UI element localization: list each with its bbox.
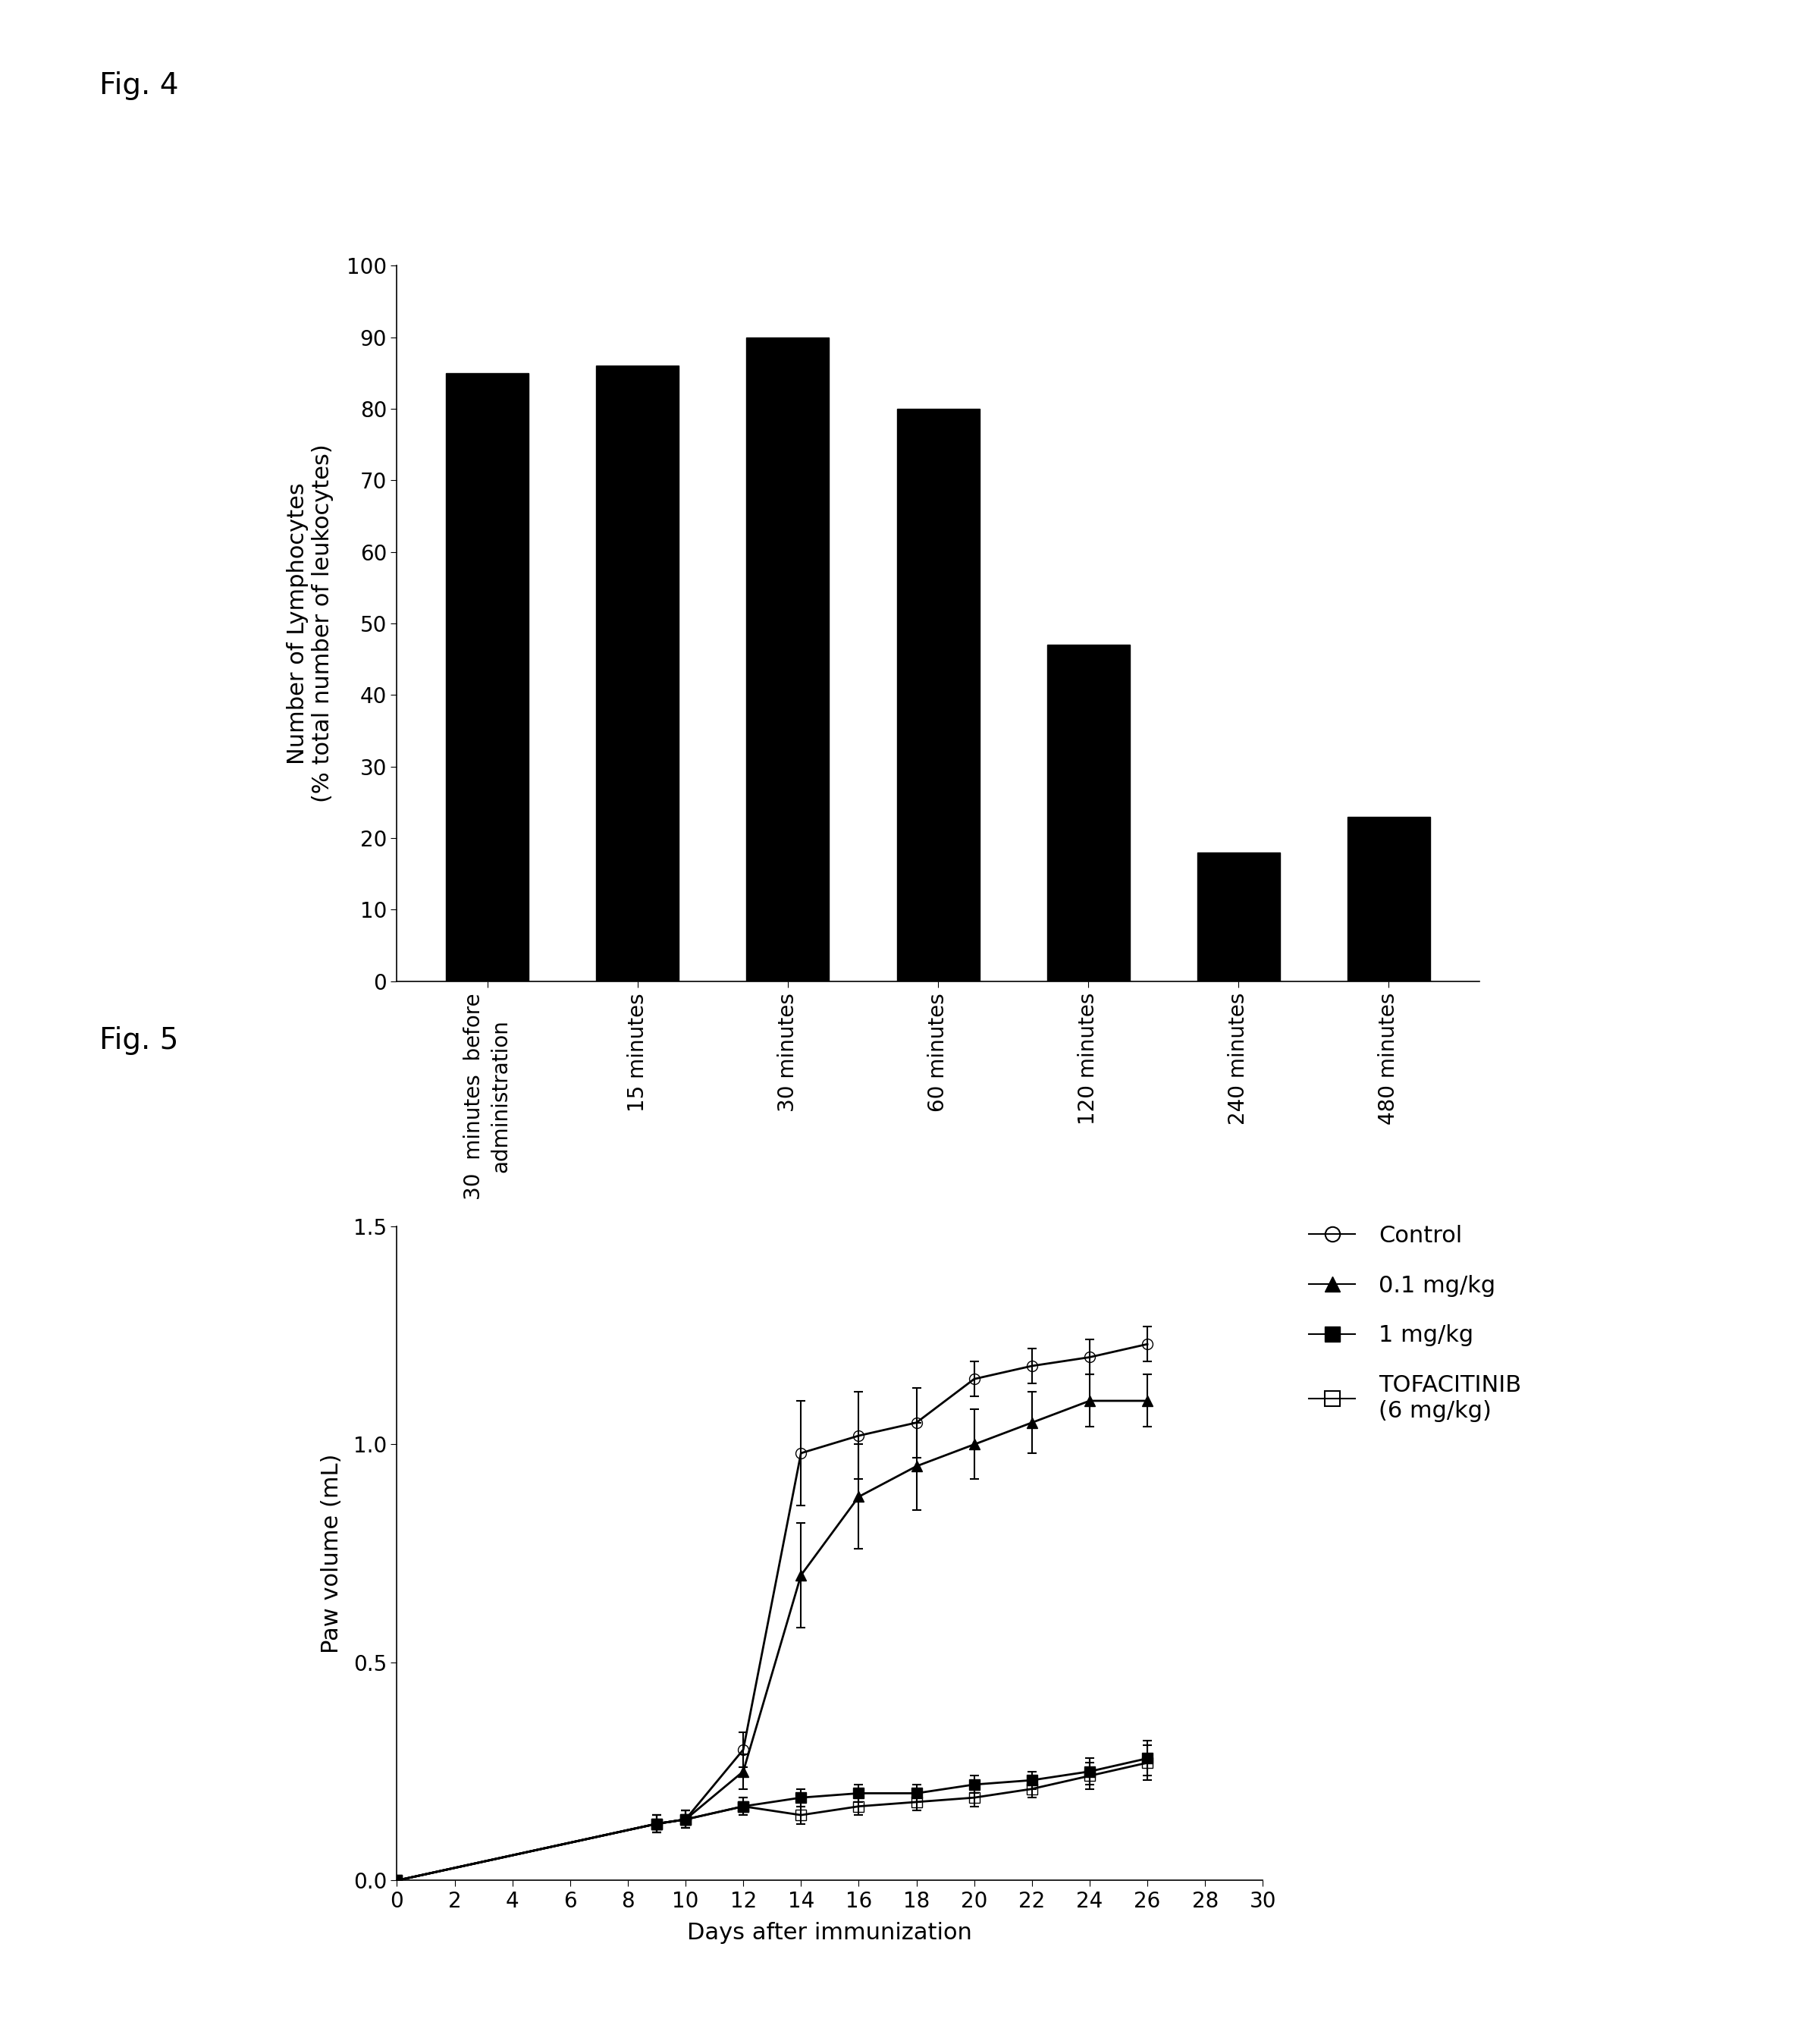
Y-axis label: Paw volume (mL): Paw volume (mL): [321, 1453, 343, 1654]
Legend: Control, 0.1 mg/kg, 1 mg/kg, TOFACITINIB
(6 mg/kg): Control, 0.1 mg/kg, 1 mg/kg, TOFACITINIB…: [1310, 1224, 1521, 1423]
Bar: [747, 337, 830, 981]
X-axis label: Days after immunization: Days after immunization: [687, 1921, 972, 1944]
Y-axis label: Number of Lymphocytes
(% total number of leukocytes): Number of Lymphocytes (% total number of…: [287, 444, 334, 803]
Bar: [1348, 816, 1431, 981]
Bar: [1198, 852, 1279, 981]
Bar: [897, 409, 980, 981]
Text: Fig. 4: Fig. 4: [99, 72, 179, 100]
Bar: [446, 372, 529, 981]
Bar: [1046, 646, 1129, 981]
Text: Fig. 5: Fig. 5: [99, 1026, 179, 1055]
Bar: [597, 366, 678, 981]
